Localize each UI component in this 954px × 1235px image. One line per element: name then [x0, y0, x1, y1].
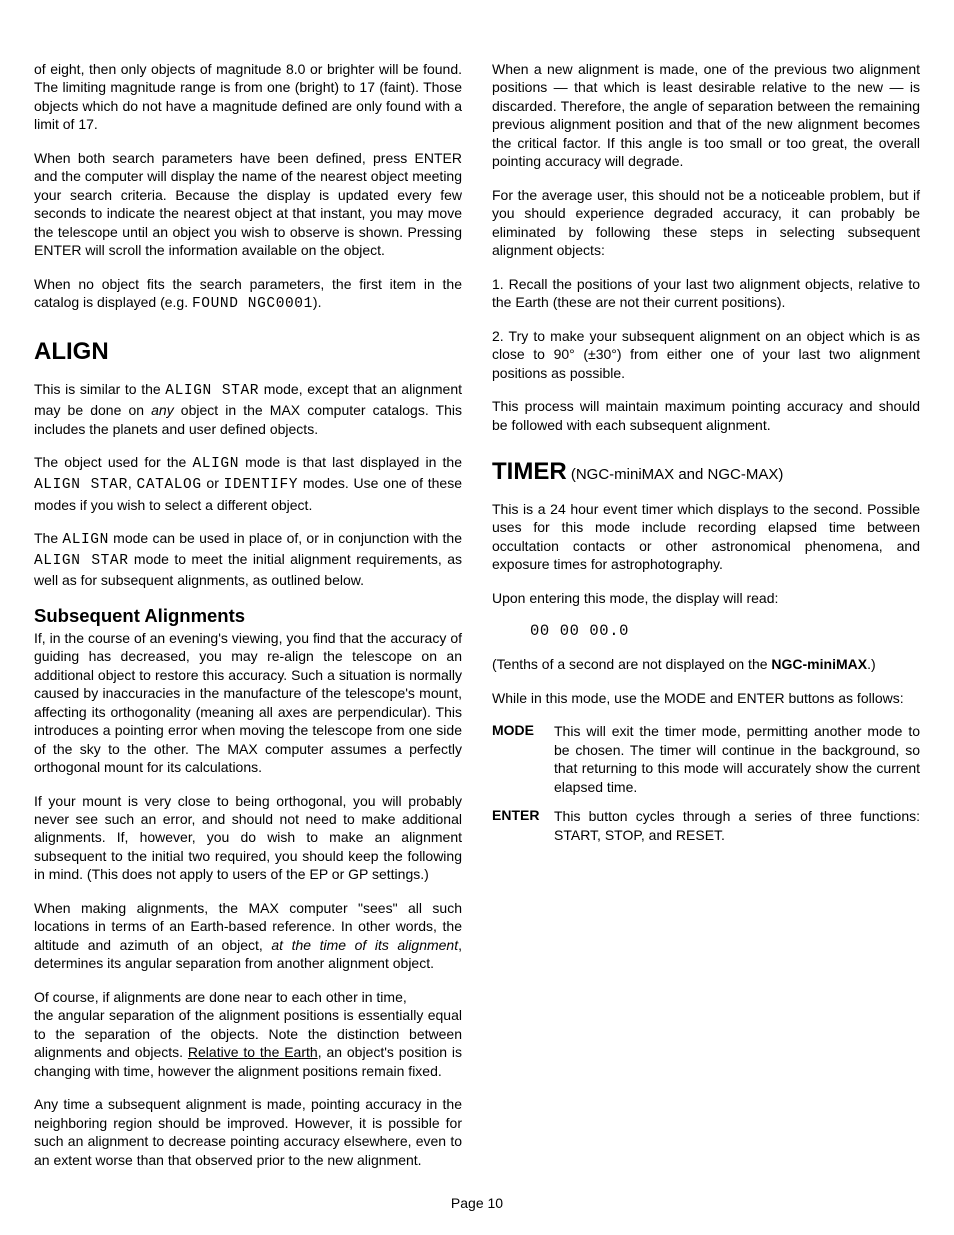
paragraph: When both search parameters have been de…	[34, 149, 462, 260]
paragraph: If your mount is very close to being ort…	[34, 792, 462, 884]
text: The	[34, 530, 62, 546]
text: (Tenths of a second are not displayed on…	[492, 656, 771, 672]
paragraph: For the average user, this should not be…	[492, 186, 920, 260]
timer-display: 00 00 00.0	[530, 622, 920, 640]
paragraph: Upon entering this mode, the display wil…	[492, 589, 920, 607]
code-text: FOUND NGC0001	[192, 296, 313, 312]
heading-timer-row: TIMER (NGC-miniMAX and NGC-MAX)	[492, 458, 920, 486]
text: or	[202, 475, 224, 491]
paragraph: of eight, then only objects of magnitude…	[34, 60, 462, 134]
heading-timer: TIMER	[492, 458, 567, 485]
text: ).	[313, 294, 322, 310]
text: The object used for the	[34, 454, 193, 470]
text: mode can be used in place of, or in conj…	[109, 530, 462, 546]
enter-value: This button cycles through a series of t…	[554, 807, 920, 844]
paragraph: the angular separation of the alignment …	[34, 1006, 462, 1080]
code-text: IDENTIFY	[224, 477, 298, 493]
code-text: ALIGN	[193, 456, 240, 472]
code-text: ALIGN STAR	[165, 383, 259, 399]
code-text: CATALOG	[137, 477, 202, 493]
code-text: ALIGN STAR	[34, 553, 129, 569]
mode-label: MODE	[492, 722, 554, 796]
paragraph: This is similar to the ALIGN STAR mode, …	[34, 380, 462, 438]
paragraph: When no object fits the search parameter…	[34, 275, 462, 315]
heading-align: ALIGN	[34, 338, 462, 366]
text: This is similar to the	[34, 381, 165, 397]
list-item: 2. Try to make your subsequent alignment…	[492, 327, 920, 382]
text: ,	[128, 475, 137, 491]
enter-description: ENTER This button cycles through a serie…	[492, 807, 920, 844]
enter-label: ENTER	[492, 807, 554, 844]
paragraph: (Tenths of a second are not displayed on…	[492, 655, 920, 673]
code-text: ALIGN STAR	[34, 477, 128, 493]
heading-timer-sub: (NGC-miniMAX and NGC-MAX)	[567, 466, 784, 483]
paragraph: The ALIGN mode can be used in place of, …	[34, 529, 462, 590]
paragraph: The object used for the ALIGN mode is th…	[34, 453, 462, 514]
italic-text: at the time of its alignment	[271, 937, 458, 953]
underline-text: Relative to the Earth	[188, 1044, 318, 1060]
list-item: 1. Recall the positions of your last two…	[492, 275, 920, 312]
paragraph: This is a 24 hour event timer which disp…	[492, 500, 920, 574]
heading-subsequent: Subsequent Alignments	[34, 605, 462, 627]
paragraph: Any time a subsequent alignment is made,…	[34, 1095, 462, 1169]
page-number: Page 10	[0, 1195, 954, 1223]
paragraph: While in this mode, use the MODE and ENT…	[492, 689, 920, 707]
paragraph: When a new alignment is made, one of the…	[492, 60, 920, 171]
text: mode is that last displayed in the	[239, 454, 462, 470]
mode-description: MODE This will exit the timer mode, perm…	[492, 722, 920, 796]
paragraph: When making alignments, the MAX computer…	[34, 899, 462, 973]
italic-text: any	[151, 402, 174, 418]
paragraph: This process will maintain maximum point…	[492, 397, 920, 434]
bold-text: NGC-miniMAX	[771, 656, 867, 672]
paragraph: Of course, if alignments are done near t…	[34, 988, 462, 1006]
page-content: of eight, then only objects of magnitude…	[0, 0, 954, 1195]
mode-value: This will exit the timer mode, permittin…	[554, 722, 920, 796]
text: .)	[867, 656, 876, 672]
paragraph: If, in the course of an evening's viewin…	[34, 629, 462, 777]
code-text: ALIGN	[62, 532, 109, 548]
